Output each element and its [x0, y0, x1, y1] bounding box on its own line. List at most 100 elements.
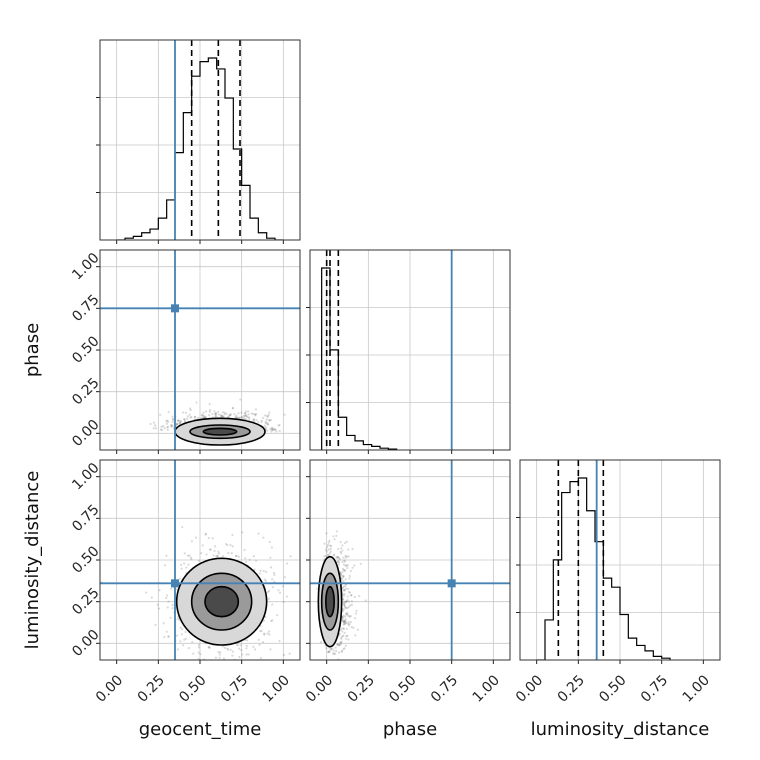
sample-point	[269, 648, 272, 651]
sample-point	[333, 652, 336, 655]
sample-point	[190, 416, 193, 419]
sample-point	[257, 638, 260, 641]
sample-point	[346, 611, 349, 615]
sample-point	[341, 544, 344, 547]
sample-point	[278, 591, 282, 594]
sample-point	[331, 652, 335, 655]
sample-point	[364, 599, 367, 602]
sample-point	[326, 543, 330, 547]
sample-point	[260, 420, 263, 424]
sample-point	[342, 614, 345, 617]
sample-point	[192, 652, 195, 655]
sample-point	[252, 645, 255, 648]
hist-panel-phase	[306, 249, 511, 454]
sample-point	[328, 552, 331, 555]
sample-point	[281, 585, 285, 588]
sample-point	[183, 552, 186, 555]
sample-point	[229, 413, 232, 417]
sample-point	[214, 415, 217, 419]
x-tick-label: 0.00	[93, 672, 126, 705]
sample-point	[253, 568, 256, 571]
sample-point	[156, 603, 159, 606]
sample-point	[240, 411, 243, 414]
sample-point	[339, 641, 342, 644]
sample-point	[244, 414, 247, 417]
sample-point	[269, 427, 272, 431]
sample-point	[217, 660, 219, 662]
sample-point	[197, 646, 200, 649]
sample-point	[351, 547, 354, 551]
sample-point	[208, 548, 212, 551]
sample-point	[260, 629, 263, 633]
sample-point	[270, 427, 273, 430]
sample-point	[270, 428, 273, 431]
sample-point	[231, 654, 234, 657]
sample-point	[335, 534, 338, 537]
sample-point	[248, 558, 251, 561]
sample-point	[265, 414, 269, 418]
sample-point	[167, 635, 170, 638]
sample-point	[184, 411, 187, 414]
sample-point	[160, 425, 163, 429]
sample-point	[266, 423, 270, 426]
sample-point	[270, 619, 273, 623]
sample-point	[154, 623, 157, 626]
sample-point	[261, 416, 265, 419]
x-tick-label: 0.25	[345, 672, 378, 705]
sample-point	[325, 647, 328, 650]
sample-point	[273, 573, 276, 576]
sample-point	[152, 421, 156, 424]
sample-point	[252, 418, 255, 421]
sample-point	[266, 591, 269, 594]
sample-point	[266, 423, 269, 426]
sample-point	[272, 571, 275, 575]
sample-point	[188, 554, 191, 557]
sample-point	[222, 657, 226, 660]
sample-point	[339, 540, 342, 544]
sample-point	[329, 661, 331, 663]
sample-point	[157, 607, 161, 610]
sample-point	[231, 545, 234, 548]
sample-point	[179, 419, 183, 423]
sample-point	[231, 406, 234, 410]
sample-point	[346, 587, 350, 591]
sample-point	[343, 631, 346, 634]
sample-point	[358, 594, 361, 598]
sample-point	[343, 569, 346, 572]
sample-point	[346, 634, 349, 637]
sample-point	[267, 413, 270, 417]
sample-point	[244, 417, 247, 421]
sample-point	[214, 412, 218, 415]
sample-point	[348, 577, 351, 580]
sample-point	[356, 628, 360, 631]
sample-point	[252, 418, 256, 421]
sample-point	[333, 538, 336, 541]
sample-point	[214, 413, 217, 416]
sample-point	[181, 411, 184, 414]
sample-point	[247, 416, 250, 419]
x-tick-label: 0.50	[596, 672, 629, 705]
sample-point	[271, 428, 275, 432]
sample-point	[186, 415, 189, 418]
sample-point	[271, 428, 274, 431]
sample-point	[158, 589, 161, 592]
sample-point	[332, 554, 335, 557]
sample-point	[258, 643, 261, 646]
sample-point	[337, 547, 340, 550]
axes-frame	[99, 39, 301, 241]
sample-point	[166, 426, 169, 429]
sample-point	[215, 555, 218, 558]
sample-point	[338, 558, 342, 561]
x-tick-label: 0.00	[303, 672, 336, 705]
sample-point	[183, 418, 186, 421]
sample-point	[276, 613, 279, 617]
sample-point	[342, 620, 345, 623]
sample-point	[343, 569, 347, 572]
sample-point	[273, 428, 276, 431]
sample-point	[271, 426, 274, 430]
scatter-clip-group	[100, 526, 292, 662]
sample-point	[329, 550, 332, 553]
sample-point	[350, 600, 353, 603]
sample-point	[184, 630, 187, 634]
sample-point	[247, 413, 250, 416]
